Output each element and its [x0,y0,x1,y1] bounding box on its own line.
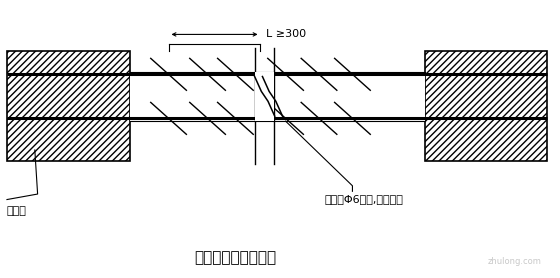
Text: 结构柱: 结构柱 [7,205,27,215]
Bar [7,51,129,161]
Bar [255,71,274,121]
Bar [425,51,548,161]
Text: L ≥300: L ≥300 [266,29,306,39]
Bar [129,71,425,121]
Text: 拉结筋与结构柱作法: 拉结筋与结构柱作法 [194,250,277,265]
Bar [425,51,548,161]
Bar [7,51,129,161]
Text: 墙内置Φ6钢筋,贯通全长: 墙内置Φ6钢筋,贯通全长 [325,194,403,204]
Text: zhulong.com: zhulong.com [488,257,542,265]
